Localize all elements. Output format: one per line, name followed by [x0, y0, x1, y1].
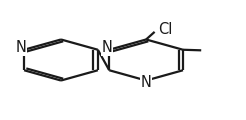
Text: Cl: Cl: [158, 22, 172, 37]
Text: N: N: [141, 75, 152, 90]
Text: N: N: [16, 40, 27, 55]
Text: N: N: [101, 40, 112, 55]
